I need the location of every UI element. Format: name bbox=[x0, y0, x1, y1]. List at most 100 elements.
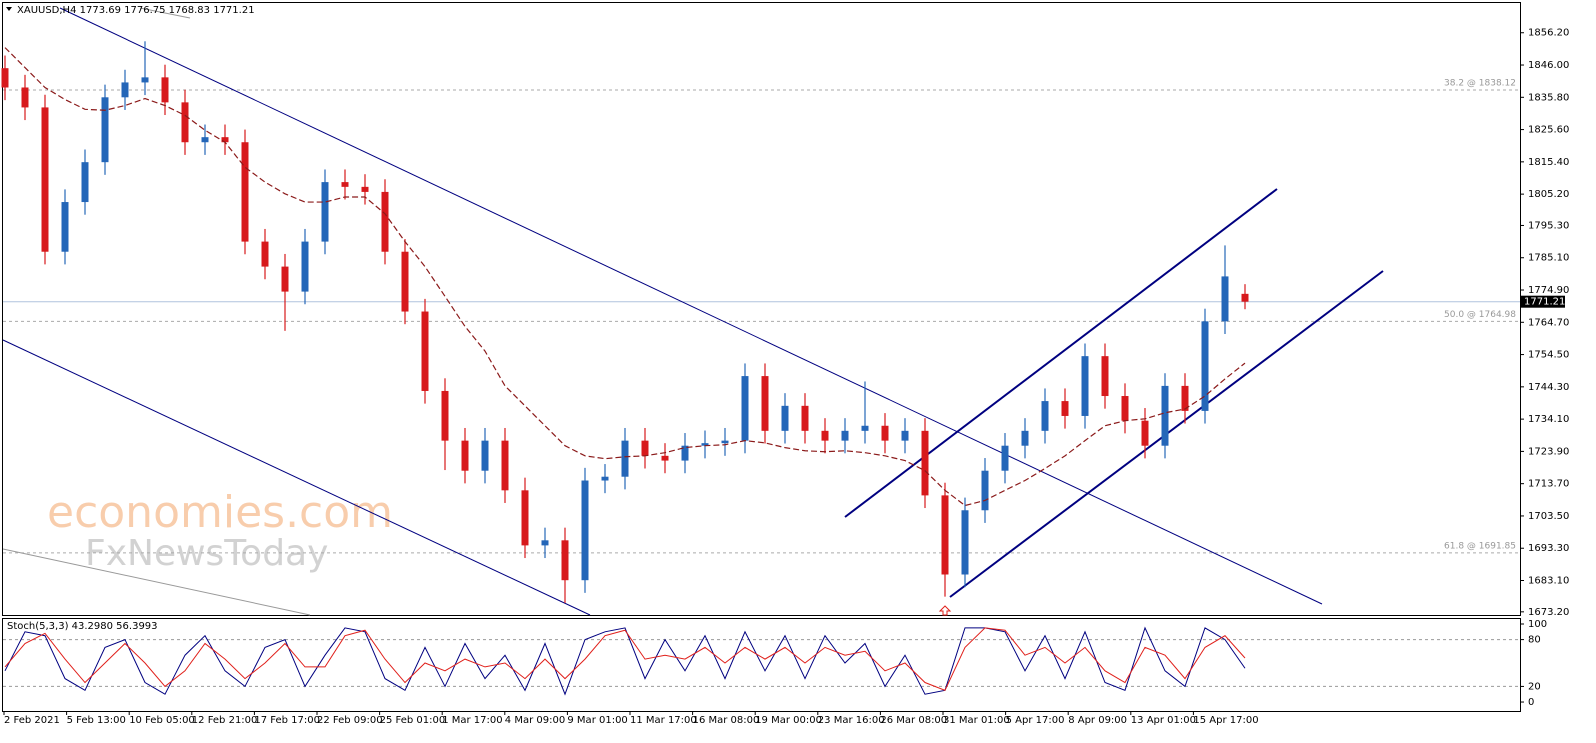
candle-body bbox=[661, 455, 669, 461]
trend-line bbox=[2, 339, 591, 616]
candle-body bbox=[961, 510, 969, 575]
x-tick-label: 13 Apr 01:00 bbox=[1131, 715, 1196, 726]
x-tick-label: 1 Mar 17:00 bbox=[442, 715, 502, 726]
chart-title: XAUUSD,H4 1773.69 1776.75 1768.83 1771.2… bbox=[17, 5, 255, 16]
x-tick-label: 11 Mar 17:00 bbox=[630, 715, 697, 726]
x-tick-label: 16 Mar 08:00 bbox=[693, 715, 760, 726]
candle-body bbox=[901, 430, 909, 441]
stoch-line bbox=[4, 627, 1246, 691]
candle-body bbox=[161, 77, 169, 103]
candle-body bbox=[1121, 396, 1129, 421]
candle-body bbox=[201, 137, 209, 143]
candle-body bbox=[1041, 401, 1049, 431]
candle-body bbox=[981, 470, 989, 511]
y-tick-label: 1723.90 bbox=[1528, 446, 1569, 457]
trend-line bbox=[59, 7, 1323, 605]
candle-body bbox=[361, 186, 369, 192]
candle-body bbox=[841, 430, 849, 441]
y-tick-label: 1673.20 bbox=[1528, 607, 1569, 618]
candle-body bbox=[861, 425, 869, 431]
candle-body bbox=[481, 440, 489, 471]
x-tick-label: 8 Apr 09:00 bbox=[1068, 715, 1127, 726]
x-tick-label: 2 Feb 2021 bbox=[4, 715, 60, 726]
candle-body bbox=[1221, 276, 1229, 322]
x-tick-label: 31 Mar 01:00 bbox=[943, 715, 1010, 726]
watermark: economies.com bbox=[47, 487, 393, 538]
level-label: 38.2 @ 1838.12 bbox=[1444, 78, 1516, 88]
channel-line bbox=[844, 188, 1278, 518]
candle-body bbox=[121, 82, 129, 98]
candle-body bbox=[781, 405, 789, 431]
x-tick-label: 9 Mar 01:00 bbox=[567, 715, 627, 726]
candle-body bbox=[721, 440, 729, 444]
y-tick-label: 1713.70 bbox=[1528, 479, 1569, 490]
y-tick-label: 1764.70 bbox=[1528, 317, 1569, 328]
candle-body bbox=[381, 191, 389, 252]
x-tick-label: 26 Mar 08:00 bbox=[880, 715, 947, 726]
x-tick-label: 25 Feb 01:00 bbox=[380, 715, 446, 726]
candle-body bbox=[281, 266, 289, 292]
candle-body bbox=[461, 440, 469, 471]
plot bbox=[1, 41, 1249, 603]
x-tick-label: 22 Feb 09:00 bbox=[317, 715, 383, 726]
x-tick-label: 17 Feb 17:00 bbox=[254, 715, 320, 726]
candle-body bbox=[1141, 420, 1149, 446]
menu-triangle bbox=[6, 7, 12, 11]
x-tick-label: 19 Mar 00:00 bbox=[755, 715, 822, 726]
candle-body bbox=[21, 87, 29, 108]
y-tick-label: 1815.40 bbox=[1528, 157, 1569, 168]
candle-body bbox=[801, 405, 809, 431]
y-tick-label: 1846.00 bbox=[1528, 60, 1569, 71]
level-label: 50.0 @ 1764.98 bbox=[1444, 310, 1516, 320]
stoch-line bbox=[4, 626, 1246, 696]
candle-body bbox=[1161, 385, 1169, 446]
candle-body bbox=[1181, 385, 1189, 411]
candle-body bbox=[1061, 401, 1069, 416]
y-tick-label: 1703.50 bbox=[1528, 511, 1569, 522]
x-tick-label: 10 Feb 05:00 bbox=[129, 715, 195, 726]
candle-body bbox=[741, 376, 749, 441]
y-tick-label: 1734.10 bbox=[1528, 414, 1569, 425]
candle-body bbox=[261, 241, 269, 267]
main-panel-frame bbox=[2, 2, 1521, 616]
y-tick-label: 20 bbox=[1528, 681, 1541, 692]
candle-body bbox=[61, 202, 69, 252]
y-tick-label: 1754.50 bbox=[1528, 350, 1569, 361]
candle-body bbox=[421, 311, 429, 391]
candle-body bbox=[1001, 445, 1009, 471]
y-tick-label: 1856.20 bbox=[1528, 28, 1569, 39]
y-tick-label: 1693.30 bbox=[1528, 543, 1569, 554]
y-tick-label: 1683.10 bbox=[1528, 576, 1569, 587]
candle-body bbox=[561, 540, 569, 581]
candle-body bbox=[181, 102, 189, 143]
x-tick-label: 5 Feb 13:00 bbox=[67, 715, 126, 726]
candle-body bbox=[81, 162, 89, 203]
candle-body bbox=[1101, 356, 1109, 397]
candle-body bbox=[601, 476, 609, 481]
y-tick-label: 1805.20 bbox=[1528, 189, 1569, 200]
x-tick-label: 15 Apr 17:00 bbox=[1193, 715, 1258, 726]
levels: 38.2 @ 1838.12 50.0 @ 1764.98 61.8 @ 1691.… bbox=[3, 78, 1520, 554]
arrow-marker bbox=[938, 605, 952, 616]
last-price-label: 1771.21 bbox=[1524, 297, 1565, 308]
x-tick-label: 12 Feb 21:00 bbox=[192, 715, 258, 726]
moving-average bbox=[4, 47, 1246, 507]
candle-body bbox=[821, 430, 829, 441]
candle-body bbox=[681, 445, 689, 461]
candle-body bbox=[41, 107, 49, 252]
candle-body bbox=[221, 137, 229, 143]
candle-body bbox=[941, 495, 949, 575]
candle-body bbox=[301, 241, 309, 292]
candle-body bbox=[101, 97, 109, 163]
stoch-panel-frame bbox=[2, 618, 1521, 712]
candle-body bbox=[701, 443, 709, 446]
y-tick-label: 100 bbox=[1528, 619, 1547, 630]
candle-body bbox=[1021, 430, 1029, 446]
candle-body bbox=[1241, 293, 1249, 302]
last-price-box bbox=[1521, 295, 1565, 308]
candle-body bbox=[341, 182, 349, 187]
x-tick-label: 4 Mar 09:00 bbox=[505, 715, 565, 726]
candle-body bbox=[1081, 356, 1089, 416]
